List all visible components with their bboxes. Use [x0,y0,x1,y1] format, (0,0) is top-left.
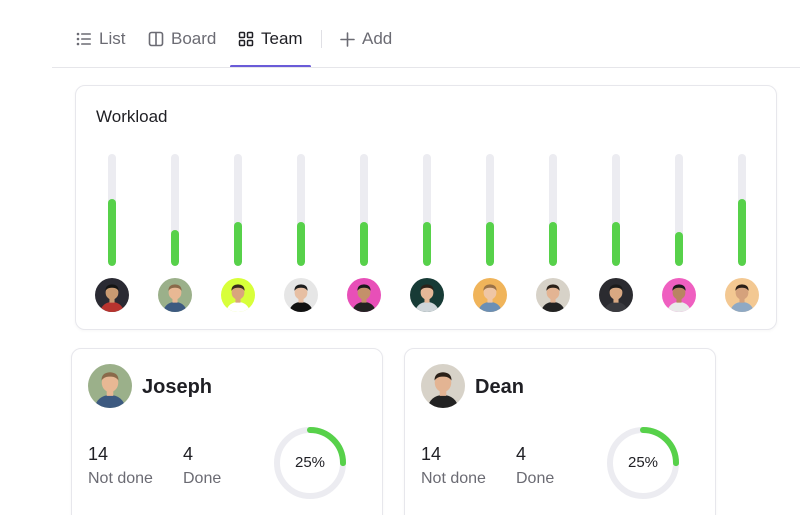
tab-board[interactable]: Board [148,28,216,50]
member-avatar-9[interactable] [599,278,633,312]
workload-bar-fill [738,199,746,266]
workload-bar-4 [297,154,305,266]
not-done-count: 14 [88,444,109,464]
workload-card: Workload [75,85,777,330]
workload-bar-fill [360,222,368,266]
workload-chart [76,86,776,329]
workload-bar-2 [171,154,179,266]
member-name: Dean [475,376,524,398]
member-card-joseph[interactable]: Joseph 14 Not done 4 Done 25% [71,348,383,515]
workload-bar-fill [549,222,557,266]
list-icon [76,31,92,47]
add-view-button[interactable]: Add [340,28,392,50]
done-count: 4 [183,444,194,464]
member-avatar-6[interactable] [410,278,444,312]
done-label: Done [183,470,222,487]
workload-bar-fill [297,222,305,266]
member-avatar-7[interactable] [473,278,507,312]
member-avatar-5[interactable] [347,278,381,312]
not-done-count: 14 [421,444,442,464]
ring-progress [607,427,679,499]
tab-list-label: List [99,29,126,48]
workload-bar-3 [234,154,242,266]
member-avatar-1[interactable] [95,278,129,312]
active-tab-indicator [230,65,311,68]
progress-ring [274,427,346,499]
not-done-label: Not done [421,470,486,487]
member-avatar-8[interactable] [536,278,570,312]
ring-progress [274,427,346,499]
board-icon [148,31,164,47]
team-grid-icon [238,31,254,47]
done-count: 4 [516,444,527,464]
progress-ring [607,427,679,499]
workload-bar-fill [612,222,620,266]
add-view-label: Add [362,29,393,48]
member-card-dean[interactable]: Dean 14 Not done 4 Done 25% [404,348,716,515]
workload-bar-11 [738,154,746,266]
workload-bar-1 [108,154,116,266]
workload-bar-fill [486,222,494,266]
workload-title: Workload [96,107,168,126]
tab-team[interactable]: Team [238,28,303,50]
workload-bar-5 [360,154,368,266]
plus-icon [340,31,355,47]
member-name: Joseph [142,376,213,398]
workload-bar-fill [675,232,683,266]
workload-bar-fill [171,230,179,266]
member-avatar-4[interactable] [284,278,318,312]
workload-bar-fill [108,199,116,266]
tab-separator [321,30,322,48]
workload-bar-9 [612,154,620,266]
tab-board-label: Board [171,29,217,48]
workload-bar-10 [675,154,683,266]
avatar [421,364,465,408]
member-avatar-10[interactable] [662,278,696,312]
workload-bar-7 [486,154,494,266]
done-label: Done [516,470,555,487]
member-avatar-2[interactable] [158,278,192,312]
not-done-label: Not done [88,470,153,487]
workload-bar-8 [549,154,557,266]
progress-percent: 25% [627,454,659,471]
avatar [88,364,132,408]
tab-team-label: Team [261,29,303,48]
tabbar-divider [52,67,800,68]
tab-list[interactable]: List [76,28,125,50]
member-avatar-3[interactable] [221,278,255,312]
progress-percent: 25% [294,454,326,471]
view-tabbar: List Board Team Add [0,0,800,68]
workload-bar-6 [423,154,431,266]
workload-bar-fill [423,222,431,266]
workload-bar-fill [234,222,242,266]
member-avatar-11[interactable] [725,278,759,312]
